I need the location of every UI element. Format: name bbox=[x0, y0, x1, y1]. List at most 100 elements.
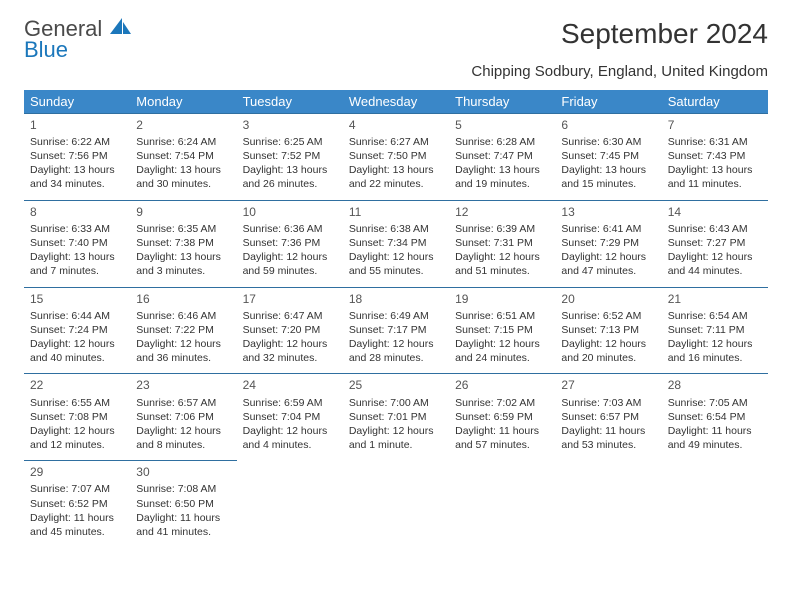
daylight-line: Daylight: 13 hours and 3 minutes. bbox=[136, 250, 230, 278]
location-subtitle: Chipping Sodbury, England, United Kingdo… bbox=[24, 63, 768, 80]
calendar-cell: 29Sunrise: 7:07 AMSunset: 6:52 PMDayligh… bbox=[24, 461, 130, 547]
logo-line2: Blue bbox=[24, 37, 68, 62]
daylight-line: Daylight: 12 hours and 20 minutes. bbox=[561, 337, 655, 365]
sunset-line: Sunset: 7:20 PM bbox=[243, 323, 337, 337]
daylight-line: Daylight: 12 hours and 28 minutes. bbox=[349, 337, 443, 365]
daylight-line: Daylight: 11 hours and 45 minutes. bbox=[30, 511, 124, 539]
calendar-cell: 7Sunrise: 6:31 AMSunset: 7:43 PMDaylight… bbox=[662, 113, 768, 200]
calendar-cell: 23Sunrise: 6:57 AMSunset: 7:06 PMDayligh… bbox=[130, 374, 236, 461]
sunrise-line: Sunrise: 6:46 AM bbox=[136, 309, 230, 323]
day-number: 26 bbox=[455, 377, 549, 393]
day-number: 8 bbox=[30, 204, 124, 220]
sunrise-line: Sunrise: 6:43 AM bbox=[668, 222, 762, 236]
sunrise-line: Sunrise: 6:27 AM bbox=[349, 135, 443, 149]
calendar-cell: 6Sunrise: 6:30 AMSunset: 7:45 PMDaylight… bbox=[555, 113, 661, 200]
day-number: 20 bbox=[561, 291, 655, 307]
daylight-line: Daylight: 13 hours and 19 minutes. bbox=[455, 163, 549, 191]
daylight-line: Daylight: 13 hours and 30 minutes. bbox=[136, 163, 230, 191]
sunset-line: Sunset: 7:31 PM bbox=[455, 236, 549, 250]
sunset-line: Sunset: 7:36 PM bbox=[243, 236, 337, 250]
day-number: 28 bbox=[668, 377, 762, 393]
weekday-header: Monday bbox=[130, 90, 236, 114]
sunset-line: Sunset: 6:57 PM bbox=[561, 410, 655, 424]
sunrise-line: Sunrise: 6:57 AM bbox=[136, 396, 230, 410]
day-number: 1 bbox=[30, 117, 124, 133]
daylight-line: Daylight: 12 hours and 12 minutes. bbox=[30, 424, 124, 452]
sunrise-line: Sunrise: 6:22 AM bbox=[30, 135, 124, 149]
daylight-line: Daylight: 13 hours and 34 minutes. bbox=[30, 163, 124, 191]
daylight-line: Daylight: 13 hours and 11 minutes. bbox=[668, 163, 762, 191]
day-number: 19 bbox=[455, 291, 549, 307]
daylight-line: Daylight: 12 hours and 32 minutes. bbox=[243, 337, 337, 365]
calendar-cell: 22Sunrise: 6:55 AMSunset: 7:08 PMDayligh… bbox=[24, 374, 130, 461]
calendar-cell bbox=[237, 461, 343, 547]
day-number: 13 bbox=[561, 204, 655, 220]
sunrise-line: Sunrise: 7:07 AM bbox=[30, 482, 124, 496]
daylight-line: Daylight: 13 hours and 22 minutes. bbox=[349, 163, 443, 191]
calendar-cell: 26Sunrise: 7:02 AMSunset: 6:59 PMDayligh… bbox=[449, 374, 555, 461]
sunset-line: Sunset: 6:50 PM bbox=[136, 497, 230, 511]
sunset-line: Sunset: 7:40 PM bbox=[30, 236, 124, 250]
day-number: 12 bbox=[455, 204, 549, 220]
calendar-cell: 18Sunrise: 6:49 AMSunset: 7:17 PMDayligh… bbox=[343, 287, 449, 374]
sunrise-line: Sunrise: 6:44 AM bbox=[30, 309, 124, 323]
sunrise-line: Sunrise: 7:00 AM bbox=[349, 396, 443, 410]
sunset-line: Sunset: 7:24 PM bbox=[30, 323, 124, 337]
calendar-cell: 28Sunrise: 7:05 AMSunset: 6:54 PMDayligh… bbox=[662, 374, 768, 461]
day-number: 5 bbox=[455, 117, 549, 133]
sunset-line: Sunset: 7:17 PM bbox=[349, 323, 443, 337]
sunrise-line: Sunrise: 6:55 AM bbox=[30, 396, 124, 410]
sunset-line: Sunset: 6:54 PM bbox=[668, 410, 762, 424]
calendar-cell: 3Sunrise: 6:25 AMSunset: 7:52 PMDaylight… bbox=[237, 113, 343, 200]
calendar-cell: 25Sunrise: 7:00 AMSunset: 7:01 PMDayligh… bbox=[343, 374, 449, 461]
sunrise-line: Sunrise: 6:36 AM bbox=[243, 222, 337, 236]
day-number: 15 bbox=[30, 291, 124, 307]
calendar-cell: 15 Sunrise: 6:44 AMSunset: 7:24 PMDayligh… bbox=[24, 287, 130, 374]
sunset-line: Sunset: 7:56 PM bbox=[30, 149, 124, 163]
sunset-line: Sunset: 7:54 PM bbox=[136, 149, 230, 163]
sunset-line: Sunset: 7:13 PM bbox=[561, 323, 655, 337]
calendar-cell: 11Sunrise: 6:38 AMSunset: 7:34 PMDayligh… bbox=[343, 200, 449, 287]
sunrise-line: Sunrise: 6:24 AM bbox=[136, 135, 230, 149]
day-number: 2 bbox=[136, 117, 230, 133]
daylight-line: Daylight: 13 hours and 26 minutes. bbox=[243, 163, 337, 191]
calendar-cell: 19Sunrise: 6:51 AMSunset: 7:15 PMDayligh… bbox=[449, 287, 555, 374]
calendar-cell bbox=[449, 461, 555, 547]
calendar-cell: 21Sunrise: 6:54 AMSunset: 7:11 PMDayligh… bbox=[662, 287, 768, 374]
daylight-line: Daylight: 12 hours and 16 minutes. bbox=[668, 337, 762, 365]
day-number: 17 bbox=[243, 291, 337, 307]
daylight-line: Daylight: 12 hours and 44 minutes. bbox=[668, 250, 762, 278]
sunrise-line: Sunrise: 7:08 AM bbox=[136, 482, 230, 496]
sunrise-line: Sunrise: 7:03 AM bbox=[561, 396, 655, 410]
calendar-cell: 13Sunrise: 6:41 AMSunset: 7:29 PMDayligh… bbox=[555, 200, 661, 287]
sunset-line: Sunset: 7:43 PM bbox=[668, 149, 762, 163]
calendar-table: Sunday Monday Tuesday Wednesday Thursday… bbox=[24, 90, 768, 547]
daylight-line: Daylight: 11 hours and 57 minutes. bbox=[455, 424, 549, 452]
sunrise-line: Sunrise: 6:51 AM bbox=[455, 309, 549, 323]
daylight-line: Daylight: 11 hours and 49 minutes. bbox=[668, 424, 762, 452]
calendar-cell bbox=[555, 461, 661, 547]
sunset-line: Sunset: 7:38 PM bbox=[136, 236, 230, 250]
calendar-cell: 1 Sunrise: 6:22 AMSunset: 7:56 PMDaylight… bbox=[24, 113, 130, 200]
sunrise-line: Sunrise: 6:52 AM bbox=[561, 309, 655, 323]
sunset-line: Sunset: 7:29 PM bbox=[561, 236, 655, 250]
calendar-cell: 14Sunrise: 6:43 AMSunset: 7:27 PMDayligh… bbox=[662, 200, 768, 287]
weekday-header: Saturday bbox=[662, 90, 768, 114]
day-number: 10 bbox=[243, 204, 337, 220]
daylight-line: Daylight: 12 hours and 36 minutes. bbox=[136, 337, 230, 365]
calendar-row: 15Sunrise: 6:44 AMSunset: 7:24 PMDayligh… bbox=[24, 287, 768, 374]
weekday-header: Sunday bbox=[24, 90, 130, 114]
day-number: 25 bbox=[349, 377, 443, 393]
daylight-line: Daylight: 11 hours and 41 minutes. bbox=[136, 511, 230, 539]
sunset-line: Sunset: 7:45 PM bbox=[561, 149, 655, 163]
calendar-cell: 8Sunrise: 6:33 AMSunset: 7:40 PMDaylight… bbox=[24, 200, 130, 287]
daylight-line: Daylight: 12 hours and 40 minutes. bbox=[30, 337, 124, 365]
day-number: 24 bbox=[243, 377, 337, 393]
calendar-cell: 16Sunrise: 6:46 AMSunset: 7:22 PMDayligh… bbox=[130, 287, 236, 374]
sunset-line: Sunset: 7:22 PM bbox=[136, 323, 230, 337]
daylight-line: Daylight: 12 hours and 8 minutes. bbox=[136, 424, 230, 452]
day-number: 29 bbox=[30, 464, 124, 480]
sunset-line: Sunset: 7:01 PM bbox=[349, 410, 443, 424]
day-number: 21 bbox=[668, 291, 762, 307]
sunrise-line: Sunrise: 6:54 AM bbox=[668, 309, 762, 323]
